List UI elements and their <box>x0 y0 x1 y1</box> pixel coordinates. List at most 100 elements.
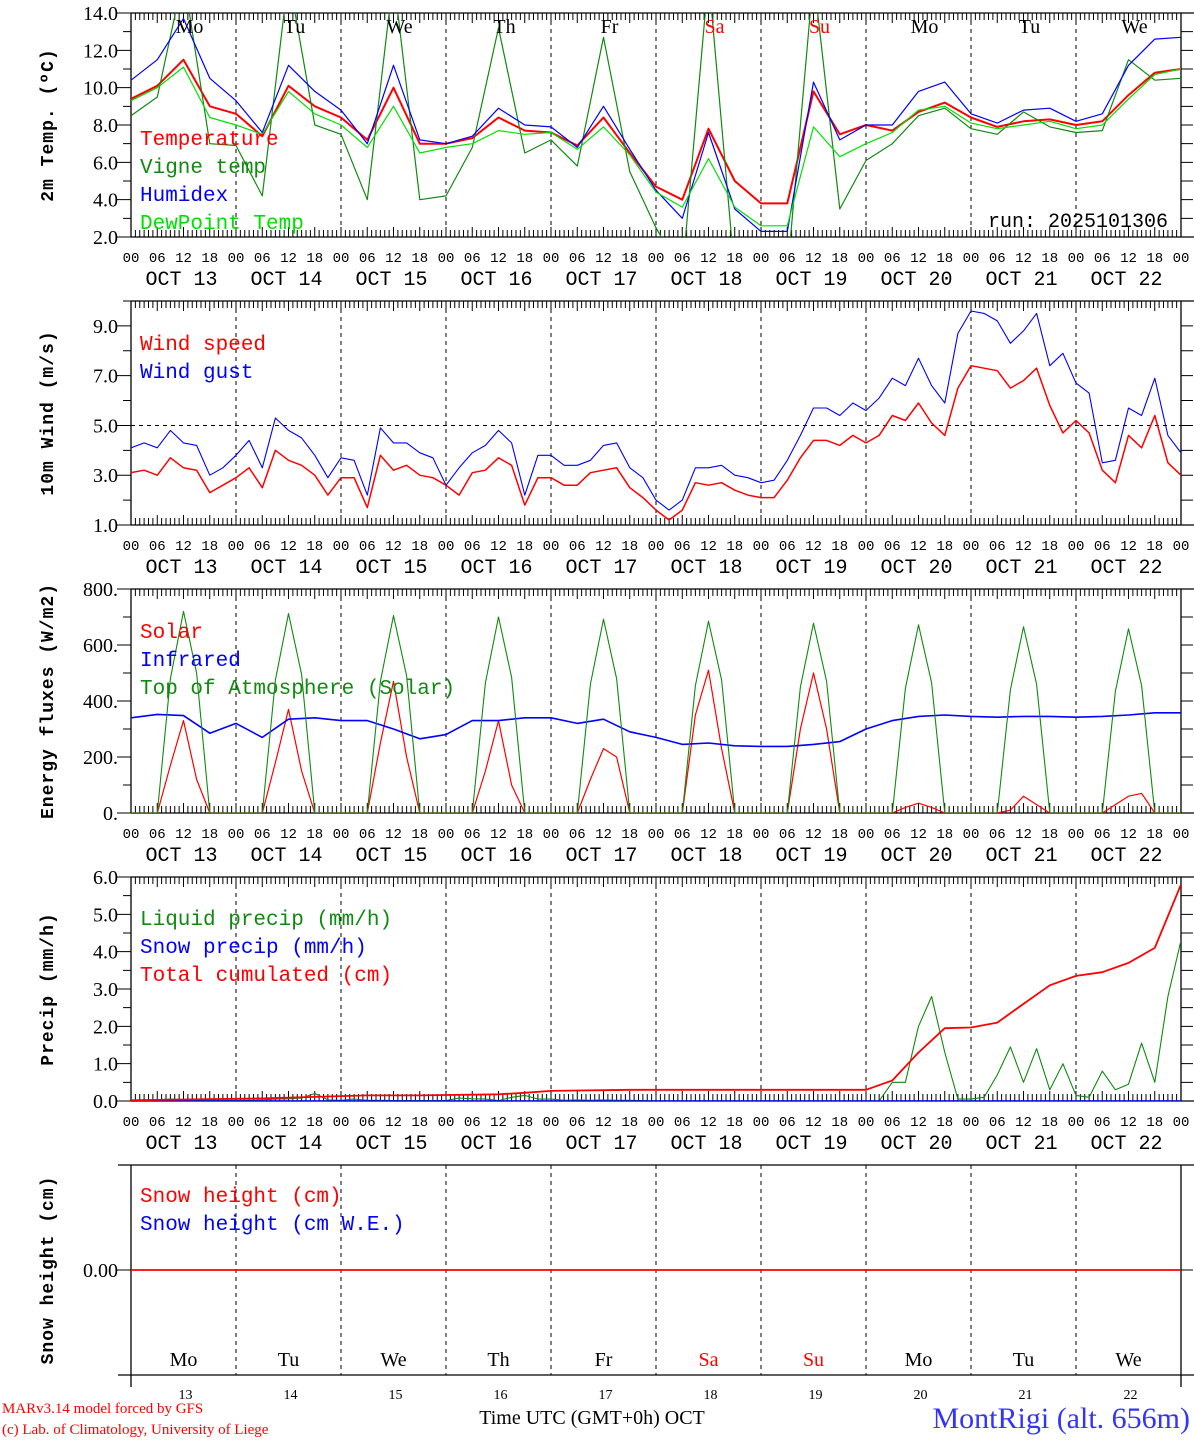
x-hour-label: 00 <box>228 539 245 555</box>
legend-entry: Snow precip (mm/h) <box>140 937 367 960</box>
x-hour-label: 00 <box>858 251 875 267</box>
x-hour-label: 12 <box>700 1115 717 1131</box>
x-hour-label: 06 <box>989 827 1006 843</box>
x-hour-label: 00 <box>963 539 980 555</box>
x-hour-label: 12 <box>1120 251 1137 267</box>
x-hour-label: 12 <box>175 539 192 555</box>
y-tick-label: 7.0 <box>93 366 118 388</box>
y-ticks <box>117 876 1193 1102</box>
series-line-temperature <box>131 58 1181 205</box>
x-hour-label: 00 <box>753 1115 770 1131</box>
x-day-label: OCT 20 <box>880 557 952 580</box>
x-hour-label: 06 <box>464 827 481 843</box>
y-tick-label: 2.0 <box>93 1016 118 1038</box>
x-hour-label: 00 <box>858 1115 875 1131</box>
x-day-label: OCT 17 <box>565 1133 637 1156</box>
x-hour-label: 06 <box>884 251 901 267</box>
x-hour-label: 18 <box>1041 827 1058 843</box>
x-hour-label: 00 <box>648 539 665 555</box>
legend-entry: Solar <box>140 622 203 645</box>
legend-entry: Infrared <box>140 650 241 673</box>
legend-entry: Wind gust <box>140 362 253 385</box>
panel-5: 0.00 Snow height (cm) Snow height (cm) Snow… <box>39 1164 1194 1403</box>
x-hour-label: 00 <box>753 251 770 267</box>
y-tick-label: 3.0 <box>93 465 118 487</box>
x-hour-label: 06 <box>464 1115 481 1131</box>
y-tick-label: 14.0 <box>83 3 118 25</box>
series-line-humidex <box>131 18 1181 232</box>
x-hour-label: 18 <box>516 539 533 555</box>
x-hour-label: 12 <box>595 1115 612 1131</box>
series-group <box>131 610 1181 813</box>
x-hour-label: 12 <box>175 1115 192 1131</box>
x-hour-label: 00 <box>333 827 350 843</box>
date-label: 18 <box>704 1388 718 1403</box>
y-tick-label: 9.0 <box>93 316 118 338</box>
x-hour-label: 12 <box>280 539 297 555</box>
day-of-week-label: Tu <box>284 16 306 38</box>
y-tick-label: 2.0 <box>93 227 118 249</box>
x-hour-label: 00 <box>1173 827 1190 843</box>
y-axis-label: Energy fluxes (W/m2) <box>39 583 59 819</box>
y-axis-label: Snow height (cm) <box>39 1176 59 1365</box>
x-day-label: OCT 16 <box>460 557 532 580</box>
x-hour-label: 00 <box>543 251 560 267</box>
x-hour-label: 12 <box>1120 827 1137 843</box>
y-tick-label: 8.0 <box>93 115 118 137</box>
x-hour-label: 18 <box>1041 539 1058 555</box>
x-day-label: OCT 19 <box>775 1133 847 1156</box>
x-hour-label: 12 <box>385 539 402 555</box>
x-day-label: OCT 14 <box>250 1133 322 1156</box>
x-hour-label: 18 <box>936 1115 953 1131</box>
x-hour-label: 12 <box>700 251 717 267</box>
x-hour-label: 00 <box>648 827 665 843</box>
x-hour-label: 12 <box>385 827 402 843</box>
x-day-label: OCT 20 <box>880 269 952 292</box>
x-hour-label: 06 <box>674 539 691 555</box>
x-hour-label: 18 <box>411 539 428 555</box>
x-hour-label: 00 <box>438 827 455 843</box>
x-hour-label: 06 <box>674 1115 691 1131</box>
y-tick-label: 800. <box>83 579 118 601</box>
x-hour-label: 00 <box>858 827 875 843</box>
x-hour-label: 12 <box>1120 1115 1137 1131</box>
x-day-label: OCT 19 <box>775 845 847 868</box>
x-hour-label: 12 <box>1015 827 1032 843</box>
x-day-label: OCT 13 <box>145 269 217 292</box>
model-credit: MARv3.14 model forced by GFS <box>2 1401 203 1417</box>
x-hour-label: 00 <box>648 251 665 267</box>
y-tick-label: 0.00 <box>83 1260 118 1282</box>
y-tick-label: 200. <box>83 747 118 769</box>
x-hour-label: 06 <box>884 539 901 555</box>
x-hour-label: 18 <box>411 827 428 843</box>
x-hour-label: 18 <box>1146 539 1163 555</box>
x-day-label: OCT 22 <box>1090 1133 1162 1156</box>
y-tick-label: 5.0 <box>93 904 118 926</box>
date-label: 19 <box>809 1388 823 1403</box>
y-tick-label: 600. <box>83 635 118 657</box>
x-hour-label: 06 <box>1094 251 1111 267</box>
y-tick-label: 4.0 <box>93 190 118 212</box>
y-tick-label: 3.0 <box>93 979 118 1001</box>
x-hour-label: 12 <box>490 251 507 267</box>
x-hour-label: 12 <box>490 539 507 555</box>
y-axis-label: 2m Temp. (ºC) <box>39 48 59 201</box>
day-of-week-label: We <box>1115 1349 1141 1371</box>
x-hour-label: 00 <box>123 1115 140 1131</box>
x-hour-label: 00 <box>123 539 140 555</box>
x-day-label: OCT 14 <box>250 269 322 292</box>
x-hour-label: 18 <box>306 539 323 555</box>
x-hour-label: 06 <box>1094 539 1111 555</box>
x-day-label: OCT 14 <box>250 557 322 580</box>
x-hour-label: 06 <box>779 539 796 555</box>
day-of-week-label: Th <box>493 16 515 38</box>
y-tick-label: 10.0 <box>83 78 118 100</box>
x-hour-label: 12 <box>385 251 402 267</box>
series-line-dewpoint-temp <box>131 66 1181 227</box>
x-day-label: OCT 15 <box>355 269 427 292</box>
x-hour-label: 06 <box>1094 1115 1111 1131</box>
y-ticks <box>117 12 1193 238</box>
date-label: 22 <box>1124 1388 1138 1403</box>
x-hour-label: 06 <box>464 539 481 555</box>
